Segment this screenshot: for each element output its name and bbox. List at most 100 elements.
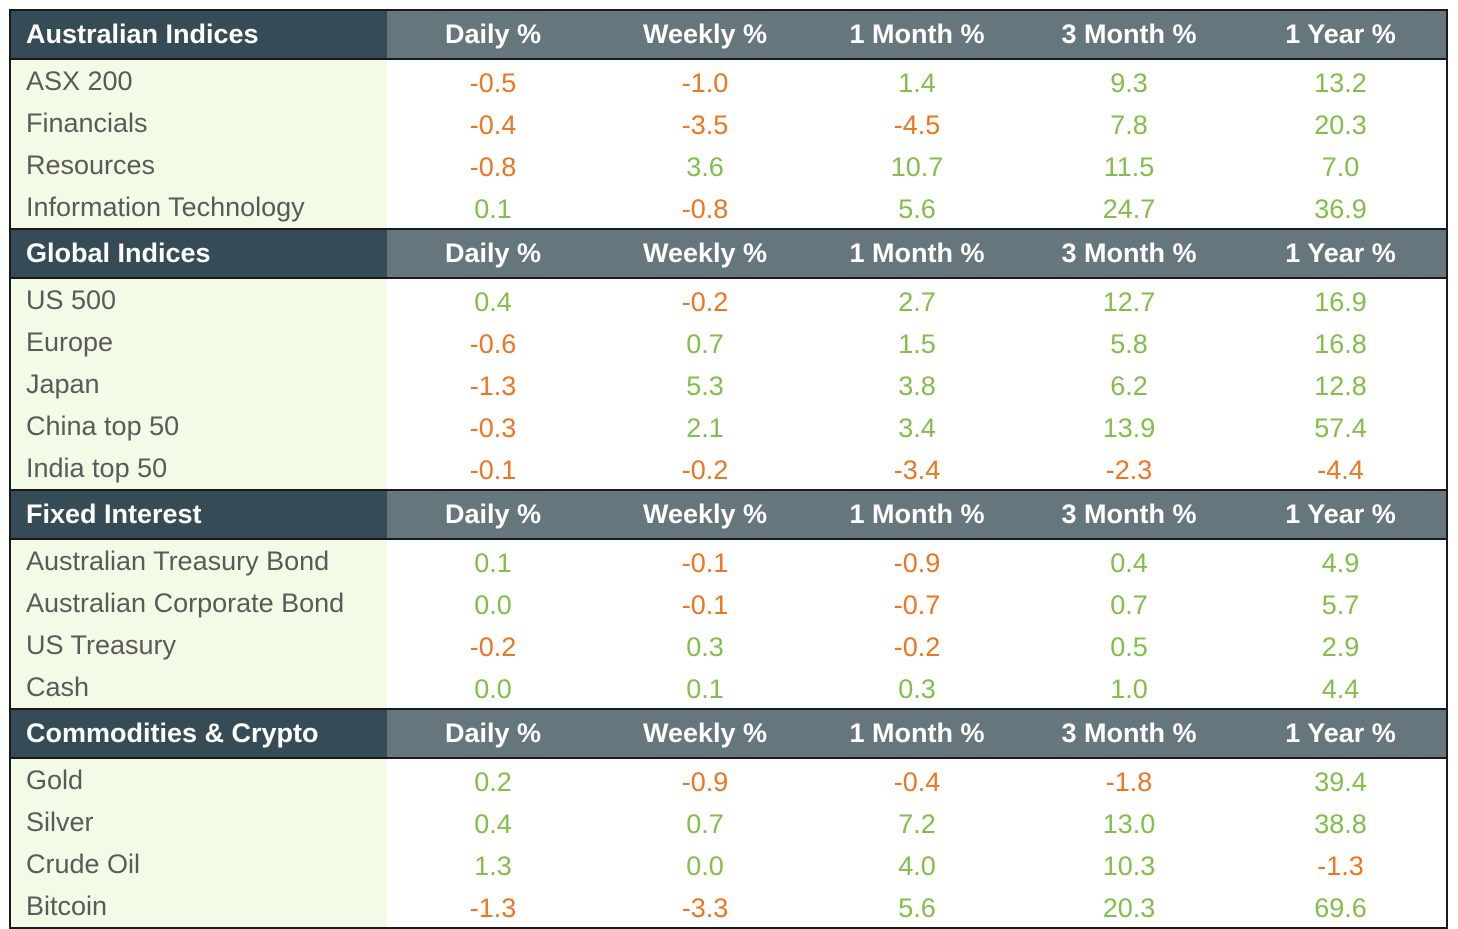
value-cell-3-month: 13.9 [1023,405,1235,447]
value-cell-3-month: 12.7 [1023,278,1235,321]
value-cell-weekly: -0.2 [599,278,811,321]
value-cell-3-month: 0.4 [1023,539,1235,582]
value-cell-1-year: 12.8 [1235,363,1447,405]
value-cell-weekly: 0.7 [599,321,811,363]
value-cell-1-year: 16.8 [1235,321,1447,363]
value-cell-3-month: 20.3 [1023,885,1235,928]
row-name: US 500 [10,278,387,321]
value-cell-weekly: -1.0 [599,59,811,102]
value-cell-daily: -0.4 [387,102,599,144]
value-cell-weekly: -0.1 [599,582,811,624]
section-header-global-indices: Global Indices Daily % Weekly % 1 Month % 3 … [10,228,1447,279]
value-cell-3-month: -1.8 [1023,758,1235,801]
column-header-1-year: 1 Year % [1235,10,1447,60]
row-name: Bitcoin [10,885,387,928]
value-cell-daily: 1.3 [387,843,599,885]
value-cell-3-month: 5.8 [1023,321,1235,363]
value-cell-3-month: 24.7 [1023,186,1235,229]
value-cell-1-month: 10.7 [811,144,1023,186]
value-cell-daily: -0.6 [387,321,599,363]
value-cell-3-month: 11.5 [1023,144,1235,186]
row-name: Australian Corporate Bond [10,582,387,624]
section-title: Global Indices [10,228,387,279]
value-cell-1-year: 4.4 [1235,666,1447,709]
column-header-weekly: Weekly % [599,10,811,60]
column-header-3-month: 3 Month % [1023,228,1235,279]
table-row-australian-treasury-bond: Australian Treasury Bond 0.1 -0.1 -0.9 0.4 4.… [10,539,1447,582]
table-row-resources: Resources -0.8 3.6 10.7 11.5 7.0 [10,144,1447,186]
section-title: Fixed Interest [10,489,387,540]
value-cell-1-year: 2.9 [1235,624,1447,666]
section-title: Australian Indices [10,10,387,60]
value-cell-daily: 0.4 [387,278,599,321]
table-row-cash: Cash 0.0 0.1 0.3 1.0 4.4 [10,666,1447,709]
value-cell-daily: -0.2 [387,624,599,666]
value-cell-1-month: -3.4 [811,447,1023,490]
value-cell-daily: 0.2 [387,758,599,801]
section-title: Commodities & Crypto [10,708,387,759]
value-cell-weekly: 0.0 [599,843,811,885]
column-header-3-month: 3 Month % [1023,10,1235,60]
section-header-commodities-and-crypto: Commodities & Crypto Daily % Weekly % 1 Mon… [10,708,1447,759]
value-cell-1-month: -0.7 [811,582,1023,624]
table-row-australian-corporate-bond: Australian Corporate Bond 0.0 -0.1 -0.7 0.7 5… [10,582,1447,624]
value-cell-1-month: 5.6 [811,885,1023,928]
table-row-japan: Japan -1.3 5.3 3.8 6.2 12.8 [10,363,1447,405]
value-cell-1-month: 3.4 [811,405,1023,447]
value-cell-1-year: 36.9 [1235,186,1447,229]
value-cell-weekly: -3.5 [599,102,811,144]
value-cell-1-month: 1.4 [811,59,1023,102]
table-row-india-top-50: India top 50 -0.1 -0.2 -3.4 -2.3 -4.4 [10,447,1447,490]
value-cell-1-year: 20.3 [1235,102,1447,144]
value-cell-daily: 0.0 [387,666,599,709]
column-header-1-year: 1 Year % [1235,228,1447,279]
value-cell-3-month: 7.8 [1023,102,1235,144]
row-name: China top 50 [10,405,387,447]
section-header-australian-indices: Australian Indices Daily % Weekly % 1 Month… [10,10,1447,60]
table-row-financials: Financials -0.4 -3.5 -4.5 7.8 20.3 [10,102,1447,144]
table-row-china-top-50: China top 50 -0.3 2.1 3.4 13.9 57.4 [10,405,1447,447]
value-cell-weekly: 0.1 [599,666,811,709]
table-row-us-500: US 500 0.4 -0.2 2.7 12.7 16.9 [10,278,1447,321]
value-cell-1-month: 7.2 [811,801,1023,843]
row-name: Japan [10,363,387,405]
table-row-gold: Gold 0.2 -0.9 -0.4 -1.8 39.4 [10,758,1447,801]
column-header-1-month: 1 Month % [811,708,1023,759]
column-header-daily: Daily % [387,489,599,540]
value-cell-daily: -0.5 [387,59,599,102]
column-header-daily: Daily % [387,708,599,759]
column-header-1-month: 1 Month % [811,228,1023,279]
table-body: Australian Indices Daily % Weekly % 1 Month… [10,10,1447,928]
row-name: Silver [10,801,387,843]
row-name: Europe [10,321,387,363]
table-row-crude-oil: Crude Oil 1.3 0.0 4.0 10.3 -1.3 [10,843,1447,885]
value-cell-weekly: -0.1 [599,539,811,582]
value-cell-weekly: 2.1 [599,405,811,447]
column-header-3-month: 3 Month % [1023,489,1235,540]
value-cell-1-year: 7.0 [1235,144,1447,186]
value-cell-weekly: 5.3 [599,363,811,405]
value-cell-1-month: 0.3 [811,666,1023,709]
value-cell-3-month: -2.3 [1023,447,1235,490]
value-cell-daily: 0.4 [387,801,599,843]
value-cell-3-month: 9.3 [1023,59,1235,102]
value-cell-1-month: 4.0 [811,843,1023,885]
value-cell-daily: -1.3 [387,885,599,928]
value-cell-1-month: 5.6 [811,186,1023,229]
value-cell-daily: 0.0 [387,582,599,624]
value-cell-1-year: 16.9 [1235,278,1447,321]
row-name: US Treasury [10,624,387,666]
table-row-bitcoin: Bitcoin -1.3 -3.3 5.6 20.3 69.6 [10,885,1447,928]
value-cell-1-year: 57.4 [1235,405,1447,447]
column-header-1-month: 1 Month % [811,489,1023,540]
column-header-weekly: Weekly % [599,489,811,540]
table-row-asx-200: ASX 200 -0.5 -1.0 1.4 9.3 13.2 [10,59,1447,102]
column-header-3-month: 3 Month % [1023,708,1235,759]
value-cell-weekly: -0.8 [599,186,811,229]
column-header-daily: Daily % [387,228,599,279]
row-name: ASX 200 [10,59,387,102]
value-cell-daily: 0.1 [387,186,599,229]
value-cell-daily: -0.3 [387,405,599,447]
row-name: India top 50 [10,447,387,490]
table-row-europe: Europe -0.6 0.7 1.5 5.8 16.8 [10,321,1447,363]
